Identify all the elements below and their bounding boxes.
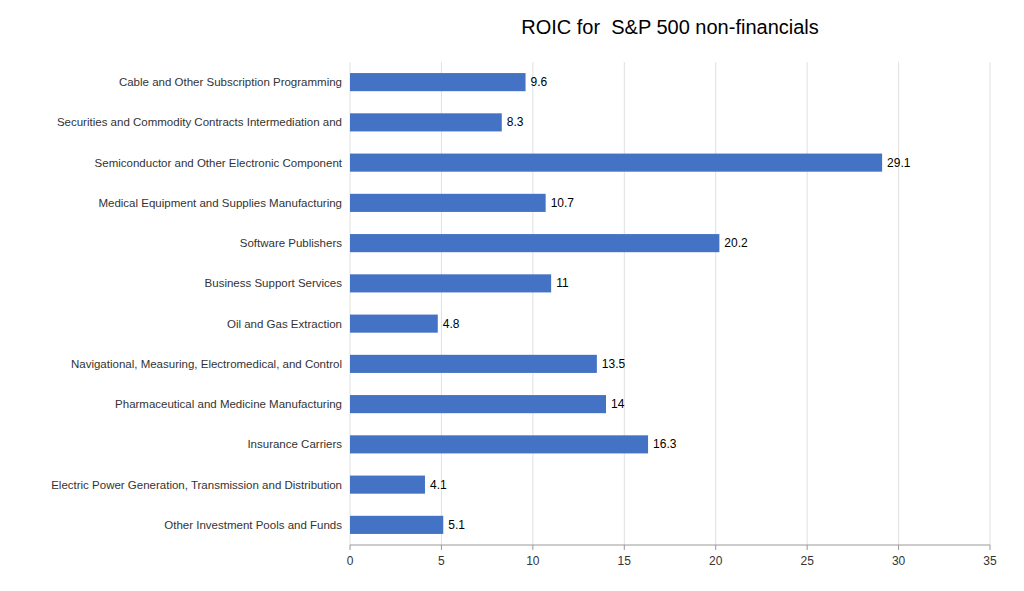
title: ROIC for S&P 500 non-financials xyxy=(521,16,819,38)
background xyxy=(0,0,1024,591)
bar xyxy=(350,73,526,91)
tick-mark xyxy=(532,545,533,550)
bar xyxy=(350,315,438,333)
data-label: 8.3 xyxy=(507,115,524,129)
bars xyxy=(350,73,882,534)
y-axis: Other Investment Pools and Funds Electric… xyxy=(51,76,343,531)
bar xyxy=(350,355,597,373)
bar xyxy=(350,113,502,131)
category-label: Software Publishers xyxy=(240,237,343,249)
data-label: 10.7 xyxy=(551,196,575,210)
data-label: 20.2 xyxy=(724,236,748,250)
bar xyxy=(350,476,425,494)
grid-line xyxy=(350,62,351,545)
data-label: 11 xyxy=(556,276,569,290)
tick-mark xyxy=(898,545,899,550)
grid-line xyxy=(624,62,625,545)
tick-label: 25 xyxy=(800,554,814,568)
tick-label: 30 xyxy=(892,554,906,568)
tick-mark xyxy=(350,545,351,550)
bar xyxy=(350,194,546,212)
category-label: Electric Power Generation, Transmission … xyxy=(51,479,342,491)
tick-label: 20 xyxy=(709,554,723,568)
data-label: 29.1 xyxy=(887,156,911,170)
tick-label: 15 xyxy=(618,554,632,568)
tick-mark xyxy=(624,545,625,550)
data-label: 13.5 xyxy=(602,357,626,371)
category-label: Other Investment Pools and Funds xyxy=(164,519,342,531)
tick-mark xyxy=(807,545,808,550)
data-label: 14 xyxy=(611,397,625,411)
tick-mark xyxy=(441,545,442,550)
category-label: Semiconductor and Other Electronic Compo… xyxy=(95,157,343,169)
grid-line xyxy=(532,62,533,545)
x-axis: 0 5 10 15 20 25 30 35 xyxy=(347,545,997,568)
category-label: Securities and Commodity Contracts Inter… xyxy=(57,116,342,128)
bar xyxy=(350,234,719,252)
bar xyxy=(350,516,443,534)
tick-mark xyxy=(715,545,716,550)
bar xyxy=(350,154,882,172)
chart: 0 5 10 15 20 25 30 35 5.1 4.1 16.3 14 13.5 4.8 11 20.2 1… xyxy=(0,0,1024,591)
category-label: Pharmaceutical and Medicine Manufacturin… xyxy=(115,398,342,410)
category-label: Business Support Services xyxy=(205,277,343,289)
data-labels: 5.1 4.1 16.3 14 13.5 4.8 11 20.2 10.7 29.1 8.3 9.6 xyxy=(430,75,911,532)
chart-container: 0 5 10 15 20 25 30 35 5.1 4.1 16.3 14 13.5 4.8 11 20.2 1… xyxy=(0,0,1024,591)
tick-mark xyxy=(990,545,991,550)
tick-label: 0 xyxy=(347,554,354,568)
grid-line xyxy=(715,62,716,545)
grid-line xyxy=(807,62,808,545)
grid-line xyxy=(441,62,442,545)
data-label: 16.3 xyxy=(653,437,677,451)
grid-line xyxy=(990,62,991,545)
bar xyxy=(350,395,606,413)
bar xyxy=(350,274,551,292)
category-label: Insurance Carriers xyxy=(247,438,342,450)
category-label: Cable and Other Subscription Programming xyxy=(119,76,342,88)
tick-label: 35 xyxy=(983,554,997,568)
tick-label: 10 xyxy=(526,554,540,568)
grid-line xyxy=(898,62,899,545)
grid xyxy=(350,62,990,545)
bar xyxy=(350,435,648,453)
data-label: 5.1 xyxy=(448,518,465,532)
category-label: Oil and Gas Extraction xyxy=(227,318,342,330)
data-label: 4.8 xyxy=(443,317,460,331)
category-label: Navigational, Measuring, Electromedical,… xyxy=(71,358,342,370)
category-label: Medical Equipment and Supplies Manufactu… xyxy=(98,197,342,209)
axis-line xyxy=(350,545,990,546)
tick-label: 5 xyxy=(438,554,445,568)
data-label: 9.6 xyxy=(531,75,548,89)
data-label: 4.1 xyxy=(430,478,447,492)
